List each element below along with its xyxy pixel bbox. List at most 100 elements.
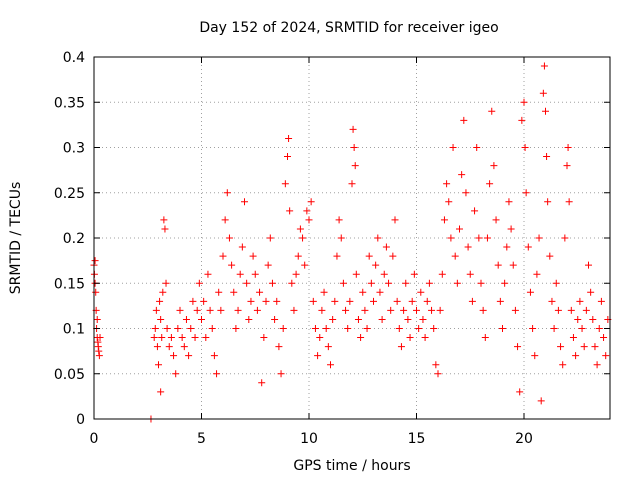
- data-points: [90, 62, 612, 423]
- data-point: [309, 297, 317, 305]
- data-point: [587, 288, 595, 296]
- data-point: [456, 225, 463, 233]
- data-point: [438, 270, 446, 278]
- data-point: [564, 144, 572, 151]
- data-point: [292, 270, 300, 278]
- data-point: [228, 261, 236, 269]
- data-point: [234, 306, 242, 314]
- data-point: [160, 216, 168, 224]
- data-point: [318, 306, 326, 314]
- data-point: [417, 288, 425, 296]
- data-point: [492, 216, 500, 224]
- data-point: [385, 279, 393, 287]
- data-point: [307, 198, 315, 206]
- data-point: [296, 225, 304, 233]
- data-point: [572, 352, 580, 360]
- data-point: [187, 325, 195, 332]
- data-point: [434, 370, 442, 378]
- data-point: [225, 234, 233, 242]
- data-point: [419, 315, 427, 323]
- data-point: [374, 234, 382, 242]
- x-tick-label: 15: [408, 431, 426, 447]
- data-point: [95, 347, 103, 355]
- data-point: [316, 334, 324, 342]
- data-point: [408, 297, 416, 305]
- data-point: [423, 297, 431, 305]
- data-point: [391, 216, 399, 224]
- data-point: [370, 297, 377, 305]
- data-point: [494, 261, 502, 269]
- data-point: [518, 116, 526, 124]
- data-point: [344, 325, 352, 332]
- data-point: [217, 306, 225, 314]
- data-point: [367, 279, 375, 287]
- data-point: [395, 325, 403, 332]
- data-point: [529, 325, 537, 332]
- data-point: [569, 334, 577, 342]
- data-point: [266, 234, 274, 242]
- y-tick-label: 0.3: [63, 141, 85, 157]
- data-point: [473, 144, 481, 151]
- data-point: [453, 279, 461, 287]
- data-point: [496, 297, 504, 305]
- data-point: [351, 162, 359, 170]
- data-point: [153, 343, 161, 351]
- data-point: [447, 234, 455, 242]
- data-point: [339, 279, 347, 287]
- data-point: [159, 288, 167, 296]
- y-tick-label: 0.05: [54, 367, 85, 383]
- data-point: [557, 343, 565, 351]
- data-point: [421, 334, 429, 342]
- data-point: [481, 334, 489, 342]
- data-point: [331, 297, 339, 305]
- data-point: [155, 361, 162, 369]
- data-point: [479, 306, 487, 314]
- data-point: [162, 279, 170, 287]
- data-point: [96, 334, 104, 342]
- data-point: [163, 325, 171, 332]
- data-point: [182, 315, 190, 323]
- data-point: [505, 198, 513, 206]
- data-point: [354, 315, 362, 323]
- data-point: [460, 116, 468, 124]
- data-point: [402, 279, 410, 287]
- data-point: [241, 198, 248, 206]
- data-point: [236, 270, 244, 278]
- data-point: [526, 288, 534, 296]
- data-point: [593, 361, 601, 369]
- data-point: [542, 107, 549, 115]
- data-point: [432, 361, 440, 369]
- data-point: [91, 257, 99, 265]
- data-point: [430, 325, 438, 332]
- grid-lines: [94, 57, 610, 419]
- x-tick-label: 10: [300, 431, 318, 447]
- data-point: [451, 252, 459, 260]
- data-point: [157, 315, 165, 323]
- data-point: [230, 288, 238, 296]
- data-point: [245, 315, 253, 323]
- data-point: [445, 198, 453, 206]
- data-point: [425, 279, 433, 287]
- data-point: [537, 397, 545, 405]
- data-point: [167, 334, 175, 342]
- data-point: [443, 180, 451, 188]
- data-point: [176, 306, 184, 314]
- data-point: [337, 234, 345, 242]
- data-point: [95, 352, 103, 360]
- data-point: [286, 207, 294, 215]
- data-point: [161, 225, 169, 233]
- data-point: [156, 297, 164, 305]
- data-point: [406, 334, 414, 342]
- data-point: [165, 343, 173, 351]
- data-point: [322, 325, 330, 332]
- data-point: [92, 288, 100, 296]
- data-point: [327, 361, 334, 369]
- plot-frame: [93, 56, 611, 420]
- data-point: [202, 334, 210, 342]
- data-point: [178, 334, 186, 342]
- data-point: [404, 315, 412, 323]
- data-point: [281, 180, 289, 188]
- data-point: [567, 306, 575, 314]
- data-point: [440, 216, 448, 224]
